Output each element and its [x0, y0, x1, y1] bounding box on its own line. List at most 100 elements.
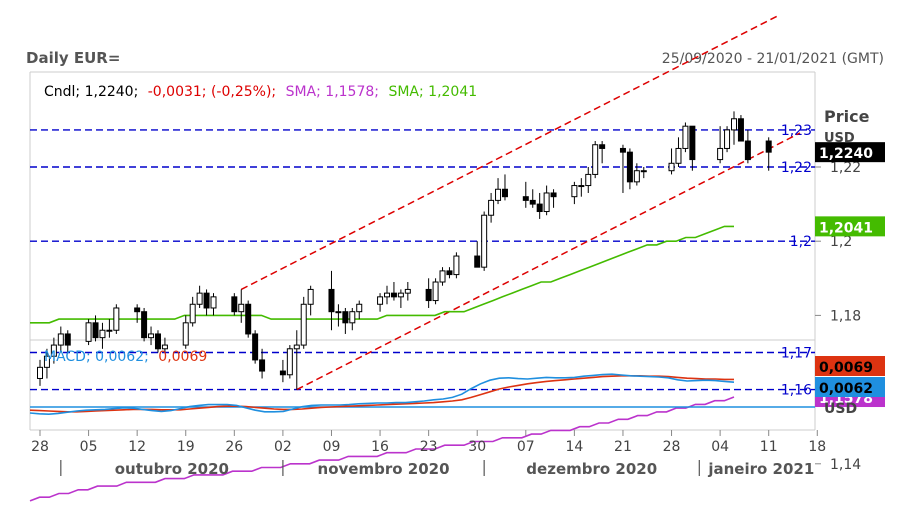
- candle: [731, 111, 737, 145]
- candle: [50, 337, 57, 364]
- candle: [356, 300, 363, 320]
- price-tick-label: 1,14: [830, 457, 861, 473]
- candle: [633, 163, 640, 186]
- moving-averages: [29, 225, 735, 502]
- candle: [439, 267, 446, 286]
- month-labels: outubro 2020 novembro 2020 dezembro 2020 ja…: [60, 460, 814, 478]
- date-tick-label: 19: [177, 439, 195, 455]
- candle: [154, 330, 161, 353]
- macd-badge-box: [815, 377, 885, 397]
- date-tick-label: 05: [80, 439, 98, 455]
- date-tick-label: 16: [371, 439, 389, 455]
- candle: [682, 122, 689, 153]
- candle: [675, 137, 682, 167]
- month-label: dezembro 2020: [526, 460, 657, 478]
- candle: [765, 137, 772, 171]
- candle: [113, 304, 120, 334]
- candle: [724, 126, 731, 153]
- candle: [349, 307, 356, 331]
- legend-sma-fast: SMA; 1,2041: [388, 84, 477, 100]
- date-tick-label: 14: [565, 439, 583, 455]
- price-tick-label: 1,22: [830, 160, 861, 176]
- price-ticks: 1,22 1,2 1,18 1,14: [815, 160, 861, 473]
- candle: [384, 285, 390, 305]
- price-panel-frame: [29, 71, 816, 431]
- price-tick-label: 1,2: [830, 234, 852, 250]
- candle: [377, 293, 384, 312]
- date-tick-label: 28: [31, 439, 49, 455]
- date-tick-label: 09: [323, 439, 341, 455]
- candle: [203, 289, 210, 316]
- macd-line: [29, 373, 735, 416]
- price-axis-title: Price: [824, 107, 870, 126]
- candle: [231, 293, 238, 316]
- last-price-badge-box: [815, 142, 885, 163]
- legend-sma-slow: SMA; 1,1578;: [286, 84, 379, 100]
- candle: [245, 300, 252, 338]
- candle: [585, 167, 592, 193]
- level-label: 1,23: [781, 123, 812, 139]
- month-label: novembro 2020: [318, 460, 450, 478]
- date-tick-label: 11: [760, 439, 778, 455]
- macd-signal-badge-box: [815, 356, 885, 376]
- sma-fast-badge-box: [815, 216, 885, 237]
- sma-fast-line: [30, 225, 734, 324]
- candle: [474, 241, 481, 268]
- legend-cndl: Cndl; 1,2240;: [44, 84, 138, 100]
- level-label: 1,22: [781, 160, 812, 176]
- candle: [550, 189, 557, 208]
- last-price-badge: 1,2240: [819, 146, 873, 162]
- channel-lower-line: [296, 132, 801, 391]
- candle: [328, 270, 335, 331]
- channel-upper-line: [240, 14, 781, 291]
- date-tick-label: 12: [128, 439, 146, 455]
- candle: [717, 126, 724, 164]
- candle: [161, 337, 168, 353]
- candle: [619, 144, 626, 193]
- level-label: 1,16: [781, 383, 812, 399]
- candle: [390, 282, 397, 301]
- candle: [599, 141, 606, 164]
- candle: [252, 330, 259, 364]
- candle: [182, 315, 189, 349]
- candles: [37, 111, 772, 390]
- candle: [432, 278, 439, 305]
- candle: [668, 148, 675, 175]
- candle: [196, 285, 203, 308]
- date-tick-label: 21: [614, 439, 632, 455]
- macd-axis-unit: USD: [824, 401, 857, 417]
- candle: [189, 296, 196, 327]
- candle: [578, 178, 585, 197]
- candle: [64, 330, 71, 353]
- date-tick-label: 18: [808, 439, 826, 455]
- candle: [404, 282, 411, 301]
- candle: [488, 192, 495, 223]
- candle: [238, 289, 245, 323]
- candle: [397, 289, 404, 308]
- candle: [543, 185, 550, 216]
- level-label: 1,17: [781, 346, 812, 362]
- price-legend: Cndl; 1,2240; -0,0031; (-0,25%); SMA; 1,…: [44, 84, 477, 100]
- trend-channel: [240, 14, 801, 391]
- level-label: 1,2: [790, 234, 812, 250]
- candle: [92, 315, 99, 342]
- candle: [744, 129, 751, 164]
- candle: [210, 293, 217, 316]
- candle: [141, 307, 148, 342]
- legend-macd-signal: 0,0069: [158, 349, 207, 365]
- month-label: janeiro 2021: [707, 460, 814, 478]
- candle: [335, 304, 342, 327]
- sma-slow-line: [29, 396, 735, 502]
- candle: [640, 167, 647, 179]
- date-tick-label: 02: [274, 439, 292, 455]
- date-tick-label: 30: [468, 439, 486, 455]
- date-range: 25/09/2020 - 21/01/2021 (GMT): [662, 51, 884, 67]
- candle: [279, 359, 286, 383]
- candle: [106, 319, 113, 338]
- candle: [446, 267, 453, 279]
- candle: [501, 174, 508, 201]
- candle: [529, 189, 536, 208]
- candle: [536, 192, 543, 219]
- candle: [134, 304, 141, 323]
- macd-lines: [29, 373, 815, 416]
